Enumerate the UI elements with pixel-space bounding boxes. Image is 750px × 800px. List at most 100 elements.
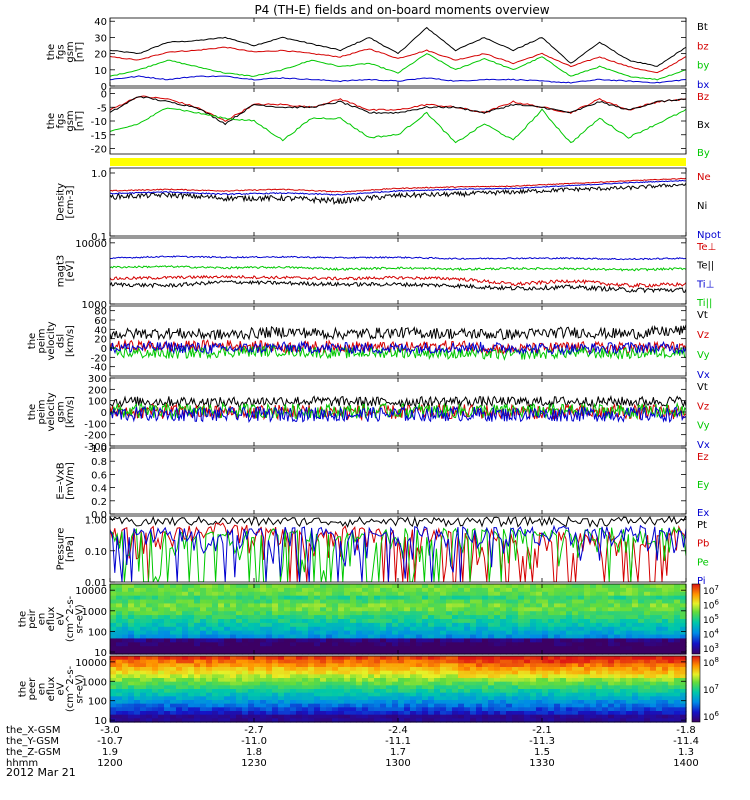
heatmap-cell xyxy=(296,599,303,605)
heatmap-cell xyxy=(524,711,531,716)
y-tick-label: 100 xyxy=(88,627,107,638)
heatmap-cell xyxy=(488,714,495,719)
heatmap-cell xyxy=(134,615,141,620)
heatmap-cell xyxy=(494,714,501,719)
heatmap-cell xyxy=(146,591,153,597)
heatmap-cell xyxy=(344,656,351,661)
heatmap-cell xyxy=(428,685,435,690)
heatmap-cell xyxy=(152,656,159,661)
heatmap-cell xyxy=(668,692,675,697)
heatmap-cell xyxy=(356,587,363,593)
heatmap-cell xyxy=(488,611,495,616)
heatmap-cell xyxy=(272,584,279,589)
heatmap-cell xyxy=(680,642,687,647)
heatmap-cell xyxy=(176,595,183,601)
heatmap-cell xyxy=(122,607,129,612)
heatmap-cell xyxy=(626,646,633,651)
heatmap-cell xyxy=(536,634,543,640)
heatmap-cell xyxy=(272,670,279,675)
heatmap-cell xyxy=(110,703,117,708)
heatmap-cell xyxy=(134,584,141,589)
heatmap-cell xyxy=(164,599,171,605)
heatmap-cell xyxy=(350,584,357,589)
heatmap-cell xyxy=(644,587,651,593)
heatmap-cell xyxy=(158,615,165,620)
heatmap-cell xyxy=(416,584,423,589)
heatmap-cell xyxy=(206,587,213,593)
heatmap-cell xyxy=(446,626,453,632)
heatmap-cell xyxy=(176,615,183,620)
heatmap-cell xyxy=(404,711,411,716)
heatmap-cell xyxy=(272,700,279,705)
heatmap-cell xyxy=(518,663,525,668)
heatmap-cell xyxy=(392,714,399,719)
heatmap-cell xyxy=(482,642,489,647)
heatmap-cell xyxy=(428,599,435,605)
heatmap-cell xyxy=(164,692,171,697)
heatmap-cell xyxy=(422,630,429,636)
heatmap-cell xyxy=(518,674,525,679)
heatmap-cell xyxy=(314,659,321,664)
heatmap-cell xyxy=(152,630,159,636)
heatmap-cell xyxy=(542,663,549,668)
heatmap-cell xyxy=(566,659,573,664)
heatmap-cell xyxy=(296,714,303,719)
heatmap-cell xyxy=(272,718,279,723)
heatmap-cell xyxy=(356,642,363,647)
heatmap-cell xyxy=(134,607,141,612)
heatmap-cell xyxy=(392,707,399,712)
heatmap-cell xyxy=(140,611,147,616)
heatmap-cell xyxy=(566,707,573,712)
heatmap-cell xyxy=(464,630,471,636)
heatmap-cell xyxy=(668,587,675,593)
heatmap-cell xyxy=(278,642,285,647)
heatmap-cell xyxy=(476,619,483,624)
heatmap-cell xyxy=(350,685,357,690)
heatmap-cell xyxy=(464,599,471,605)
heatmap-cell xyxy=(152,711,159,716)
heatmap-cell xyxy=(374,674,381,679)
heatmap-cell xyxy=(458,603,465,608)
heatmap-cell xyxy=(530,599,537,605)
heatmap-cell xyxy=(530,711,537,716)
heatmap-cell xyxy=(380,630,387,636)
heatmap-cell xyxy=(446,681,453,686)
heatmap-cell xyxy=(572,587,579,593)
heatmap-cell xyxy=(122,638,129,643)
heatmap-cell xyxy=(296,678,303,683)
heatmap-cell xyxy=(410,685,417,690)
heatmap-cell xyxy=(332,681,339,686)
heatmap-cell xyxy=(572,607,579,612)
heatmap-cell xyxy=(674,674,681,679)
heatmap-cell xyxy=(386,611,393,616)
heatmap-cell xyxy=(674,622,681,628)
heatmap-cell xyxy=(656,634,663,640)
heatmap-cell xyxy=(260,707,267,712)
heatmap-cell xyxy=(362,638,369,643)
heatmap-cell xyxy=(656,622,663,628)
heatmap-cell xyxy=(674,670,681,675)
ephemeris-value: -1.8 xyxy=(676,725,696,736)
heatmap-cell xyxy=(416,603,423,608)
heatmap-cell xyxy=(284,650,291,655)
heatmap-cell xyxy=(488,642,495,647)
heatmap-cell xyxy=(242,678,249,683)
heatmap-cell xyxy=(164,667,171,672)
heatmap-cell xyxy=(632,692,639,697)
heatmap-cell xyxy=(674,646,681,651)
heatmap-cell xyxy=(236,711,243,716)
heatmap-cell xyxy=(494,595,501,601)
heatmap-cell xyxy=(602,703,609,708)
heatmap-cell xyxy=(428,707,435,712)
heatmap-cell xyxy=(656,700,663,705)
heatmap-cell xyxy=(578,659,585,664)
heatmap-cell xyxy=(374,584,381,589)
heatmap-cell xyxy=(518,630,525,636)
heatmap-cell xyxy=(590,634,597,640)
heatmap-cell xyxy=(494,599,501,605)
y-tick-label: 60 xyxy=(94,316,107,327)
heatmap-cell xyxy=(524,678,531,683)
y-tick-label: 20 xyxy=(94,335,107,346)
